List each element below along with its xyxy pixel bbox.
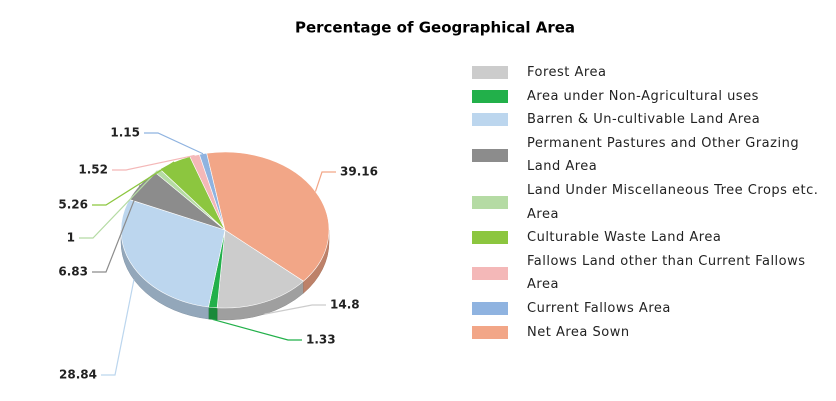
data-label: 6.83 [58, 265, 88, 279]
legend-label: Forest Area [527, 65, 607, 80]
leader-line [212, 318, 302, 341]
legend-swatch [472, 148, 508, 162]
slice [216, 229, 304, 309]
data-label: 28.84 [59, 368, 97, 382]
data-label: 39.16 [340, 165, 378, 179]
legend-item: Forest Area [472, 61, 834, 85]
legend-swatch [472, 302, 508, 316]
legend-swatch [472, 89, 508, 103]
legend-item: Culturable Waste Land Area [472, 226, 834, 250]
legend-label: Land Under Miscellaneous Tree Crops etc.… [527, 182, 819, 222]
data-label: 1.33 [306, 333, 336, 347]
slice [206, 151, 330, 282]
legend-label: Permanent Pastures and Other Grazing Lan… [527, 135, 800, 175]
data-label: 5.26 [58, 198, 88, 212]
legend-swatch [472, 196, 508, 210]
leader-line [79, 170, 158, 239]
data-label: 1 [67, 231, 75, 245]
leader-line [92, 161, 175, 206]
legend-label: Culturable Waste Land Area [527, 230, 722, 246]
leader-line [264, 304, 326, 315]
legend: Forest Area Area under Non-Agricultural u… [472, 61, 834, 344]
legend-swatch [472, 266, 508, 280]
legend-item: Fallows Land other than Current Fallows … [472, 250, 834, 297]
legend-item: Area under Non-Agricultural uses [472, 85, 834, 109]
legend-item: Land Under Miscellaneous Tree Crops etc.… [472, 179, 834, 226]
legend-item: Barren & Un-cultivable Land Area [472, 108, 834, 132]
legend-label: Net Area Sown [527, 324, 630, 340]
legend-swatch [472, 113, 508, 127]
legend-label: Fallows Land other than Current Fallows … [527, 253, 806, 293]
legend-label: Area under Non-Agricultural uses [527, 88, 759, 104]
slice-side [208, 306, 218, 321]
leader-line [144, 132, 204, 155]
data-label: 1.52 [78, 163, 108, 177]
leader-line [112, 154, 195, 171]
leader-line [101, 279, 135, 376]
leader-line [314, 171, 336, 192]
legend-swatch [472, 66, 508, 80]
legend-swatch [472, 325, 508, 339]
legend-item: Net Area Sown [472, 321, 834, 345]
legend-label: Current Fallows Area [527, 300, 671, 316]
data-label: 14.8 [330, 298, 360, 312]
data-label: 1.15 [110, 126, 140, 140]
leader-line [92, 184, 141, 273]
slice [120, 199, 226, 308]
legend-item: Permanent Pastures and Other Grazing Lan… [472, 132, 834, 179]
legend-item: Current Fallows Area [472, 297, 834, 321]
legend-swatch [472, 231, 508, 245]
legend-label: Barren & Un-cultivable Land Area [527, 112, 761, 128]
chart-title: Percentage of Geographical Area [295, 19, 575, 37]
